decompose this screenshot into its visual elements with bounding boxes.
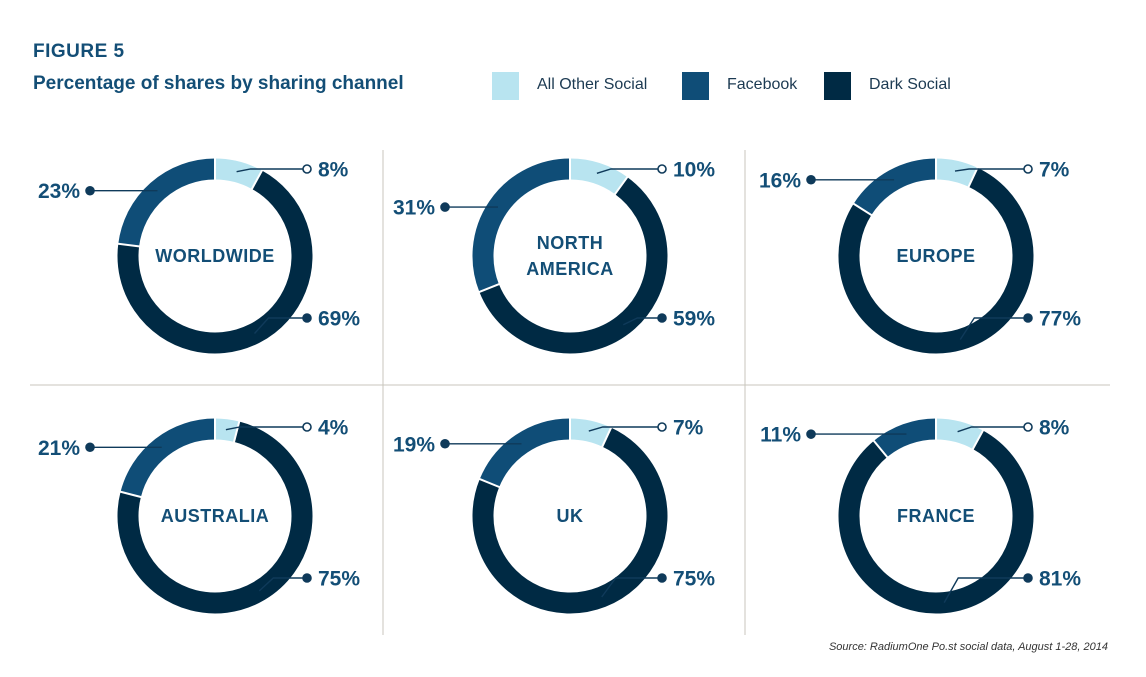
- donut-slice-3-all-other-social: [935, 158, 978, 187]
- leader-dot-4-all-other-social: [302, 422, 312, 432]
- leader-dot-2-dark-social: [657, 313, 667, 323]
- leader-line-2-dark-social: [622, 317, 662, 326]
- leader-line-2-all-other-social: [596, 168, 662, 174]
- leader-dot-6-facebook: [806, 429, 816, 439]
- leader-dot-3-facebook: [806, 174, 816, 185]
- leader-dot-1-all-other-social: [302, 164, 312, 174]
- region-label-1: WORLDWIDE: [155, 246, 274, 266]
- region-label-3: EUROPE: [896, 246, 975, 266]
- legend-swatch-all-other-social: [492, 72, 519, 100]
- data-label-2-all-other-social: 10%: [673, 159, 715, 182]
- data-label-1-all-other-social: 8%: [318, 159, 349, 182]
- data-label-5-facebook: 19%: [393, 433, 435, 456]
- donut-slice-1-all-other-social: [214, 158, 262, 190]
- slice-separator-4: [119, 490, 143, 499]
- slice-separator-1: [250, 169, 264, 191]
- slice-separator-5: [600, 426, 613, 448]
- figure-label: FIGURE 5: [33, 41, 125, 62]
- data-label-3-facebook: 16%: [759, 169, 801, 192]
- leader-line-6-all-other-social: [957, 426, 1028, 433]
- leader-dot-1-dark-social: [302, 313, 312, 323]
- leader-dot-6-all-other-social: [1023, 422, 1033, 432]
- leader-dot-1-facebook: [85, 185, 95, 196]
- data-label-6-all-other-social: 8%: [1039, 417, 1070, 440]
- leader-line-3-dark-social: [959, 317, 1028, 340]
- region-label-2: AMERICA: [526, 259, 614, 279]
- slice-separator-5: [478, 477, 501, 489]
- data-label-5-all-other-social: 7%: [673, 417, 704, 440]
- data-label-4-all-other-social: 4%: [318, 417, 349, 440]
- data-label-4-facebook: 21%: [38, 437, 80, 460]
- data-label-4-dark-social: 75%: [318, 568, 360, 591]
- data-label-1-dark-social: 69%: [318, 308, 360, 331]
- leader-dot-2-all-other-social: [657, 164, 667, 174]
- slice-separator-3: [852, 202, 873, 217]
- slice-separator-2: [478, 282, 501, 294]
- region-label-2: NORTH: [537, 233, 604, 253]
- data-label-1-facebook: 23%: [38, 180, 80, 203]
- donut-slice-5-all-other-social: [569, 418, 612, 447]
- legend-label-dark-social: Dark Social: [869, 76, 951, 93]
- leader-dot-4-facebook: [85, 442, 95, 453]
- data-label-5-dark-social: 75%: [673, 568, 715, 591]
- data-label-3-dark-social: 77%: [1039, 308, 1081, 331]
- leader-dot-4-dark-social: [302, 573, 312, 583]
- slice-separator-6: [872, 439, 889, 459]
- donut-slice-2-facebook: [472, 158, 571, 292]
- leader-line-5-dark-social: [601, 577, 662, 598]
- legend-swatch-facebook: [682, 72, 709, 100]
- region-label-6: FRANCE: [897, 506, 975, 526]
- chart-title: Percentage of shares by sharing channel: [33, 73, 404, 94]
- data-label-2-facebook: 31%: [393, 197, 435, 220]
- donut-slice-6-all-other-social: [935, 418, 983, 450]
- leader-dot-3-all-other-social: [1023, 164, 1033, 174]
- leader-line-1-all-other-social: [236, 168, 307, 173]
- leader-dot-5-dark-social: [657, 573, 667, 583]
- slice-separator-1: [117, 242, 141, 248]
- donut-slice-3-facebook: [853, 158, 937, 216]
- data-label-6-facebook: 11%: [760, 424, 801, 447]
- leader-line-1-dark-social: [253, 317, 307, 334]
- region-label-4: AUSTRALIA: [161, 506, 270, 526]
- leader-line-3-all-other-social: [954, 168, 1028, 172]
- slice-separator-4: [232, 420, 241, 444]
- leader-dot-6-dark-social: [1023, 573, 1033, 583]
- leader-dot-2-facebook: [440, 202, 450, 212]
- slice-separator-3: [967, 166, 979, 189]
- leader-line-4-dark-social: [258, 577, 307, 592]
- donut-slice-6-facebook: [873, 418, 937, 458]
- donut-slice-2-all-other-social: [569, 158, 628, 195]
- slice-separator-2: [613, 175, 629, 196]
- data-label-6-dark-social: 81%: [1039, 568, 1081, 591]
- legend-swatch-dark-social: [824, 72, 851, 100]
- leader-dot-5-all-other-social: [657, 422, 667, 432]
- slice-separator-6: [971, 429, 985, 451]
- leader-line-6-dark-social: [943, 577, 1028, 603]
- data-label-3-all-other-social: 7%: [1039, 159, 1070, 182]
- donut-slice-5-facebook: [479, 418, 571, 488]
- donut-slice-2-dark-social: [479, 177, 668, 354]
- donut-slice-4-all-other-social: [214, 418, 240, 442]
- donut-slice-1-facebook: [118, 158, 216, 247]
- source-note: Source: RadiumOne Po.st social data, Aug…: [828, 641, 1108, 653]
- legend-label-all-other-social: All Other Social: [537, 76, 648, 93]
- leader-line-5-all-other-social: [588, 426, 662, 432]
- leader-dot-5-facebook: [440, 438, 450, 449]
- region-label-5: UK: [557, 506, 584, 526]
- leader-dot-3-dark-social: [1023, 313, 1033, 323]
- leader-line-4-all-other-social: [225, 426, 307, 431]
- data-label-2-dark-social: 59%: [673, 308, 715, 331]
- donut-slice-4-facebook: [120, 418, 216, 498]
- legend-label-facebook: Facebook: [727, 76, 798, 93]
- donut-slice-3-dark-social: [838, 167, 1034, 354]
